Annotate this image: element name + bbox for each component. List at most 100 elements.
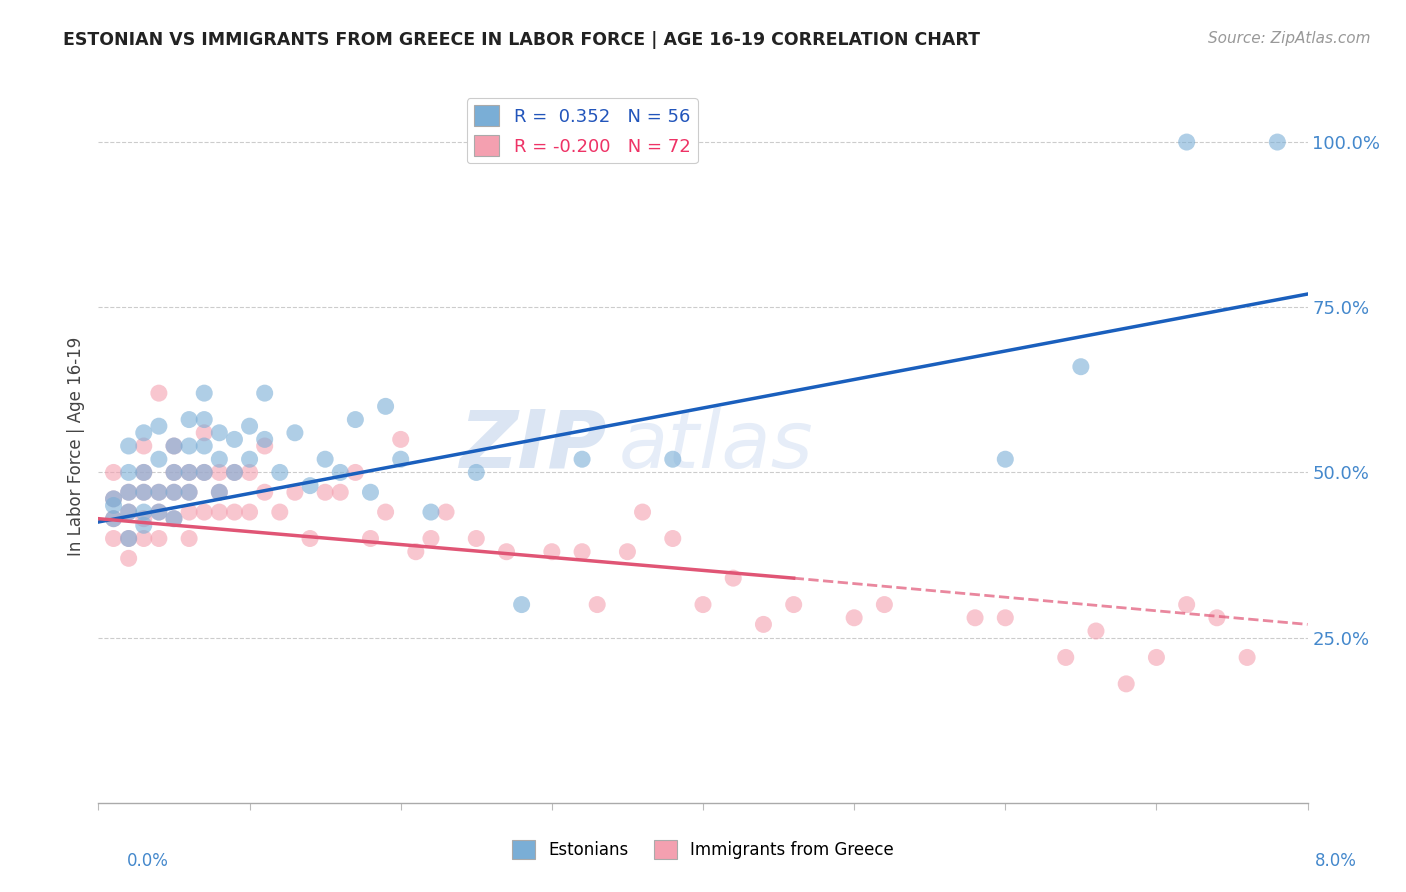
- Point: [873, 598, 896, 612]
- Point: [420, 532, 443, 546]
- Point: [1115, 677, 1137, 691]
- Point: [179, 466, 201, 480]
- Point: [179, 485, 201, 500]
- Point: [118, 551, 141, 566]
- Point: [103, 511, 125, 525]
- Point: [208, 466, 231, 480]
- Point: [374, 400, 396, 414]
- Point: [253, 485, 276, 500]
- Point: [163, 485, 186, 500]
- Text: ZIP: ZIP: [458, 407, 606, 485]
- Point: [148, 505, 170, 519]
- Point: [1175, 598, 1198, 612]
- Point: [118, 439, 141, 453]
- Point: [163, 466, 186, 480]
- Point: [118, 485, 141, 500]
- Point: [163, 485, 186, 500]
- Point: [994, 452, 1017, 467]
- Text: ESTONIAN VS IMMIGRANTS FROM GREECE IN LABOR FORCE | AGE 16-19 CORRELATION CHART: ESTONIAN VS IMMIGRANTS FROM GREECE IN LA…: [63, 31, 980, 49]
- Point: [1146, 650, 1168, 665]
- Point: [224, 505, 246, 519]
- Point: [132, 505, 155, 519]
- Point: [179, 439, 201, 453]
- Point: [284, 485, 307, 500]
- Point: [405, 545, 427, 559]
- Point: [179, 466, 201, 480]
- Point: [420, 505, 443, 519]
- Text: 0.0%: 0.0%: [127, 852, 169, 870]
- Point: [103, 491, 125, 506]
- Point: [510, 598, 533, 612]
- Point: [163, 466, 186, 480]
- Point: [132, 485, 155, 500]
- Point: [253, 439, 276, 453]
- Point: [389, 452, 412, 467]
- Point: [224, 466, 246, 480]
- Point: [752, 617, 775, 632]
- Point: [1175, 135, 1198, 149]
- Point: [118, 532, 141, 546]
- Point: [616, 545, 638, 559]
- Point: [329, 485, 352, 500]
- Point: [103, 499, 125, 513]
- Point: [163, 511, 186, 525]
- Point: [284, 425, 307, 440]
- Point: [103, 491, 125, 506]
- Point: [329, 466, 352, 480]
- Point: [103, 466, 125, 480]
- Point: [208, 425, 231, 440]
- Point: [994, 611, 1017, 625]
- Point: [208, 505, 231, 519]
- Point: [208, 452, 231, 467]
- Point: [132, 439, 155, 453]
- Point: [179, 485, 201, 500]
- Point: [193, 425, 215, 440]
- Point: [540, 545, 562, 559]
- Point: [1070, 359, 1092, 374]
- Y-axis label: In Labor Force | Age 16-19: In Labor Force | Age 16-19: [66, 336, 84, 556]
- Point: [239, 466, 262, 480]
- Point: [723, 571, 745, 585]
- Point: [163, 439, 186, 453]
- Point: [193, 386, 215, 401]
- Point: [344, 412, 367, 426]
- Point: [193, 412, 215, 426]
- Point: [344, 466, 367, 480]
- Point: [208, 485, 231, 500]
- Point: [253, 386, 276, 401]
- Point: [360, 485, 382, 500]
- Point: [148, 419, 170, 434]
- Point: [314, 485, 336, 500]
- Point: [314, 452, 336, 467]
- Point: [253, 433, 276, 447]
- Point: [1054, 650, 1077, 665]
- Point: [179, 532, 201, 546]
- Point: [132, 425, 155, 440]
- Point: [118, 532, 141, 546]
- Point: [1206, 611, 1229, 625]
- Point: [224, 433, 246, 447]
- Point: [299, 478, 322, 492]
- Point: [495, 545, 517, 559]
- Point: [132, 466, 155, 480]
- Point: [208, 485, 231, 500]
- Point: [193, 466, 215, 480]
- Point: [103, 532, 125, 546]
- Point: [118, 505, 141, 519]
- Point: [239, 505, 262, 519]
- Text: Source: ZipAtlas.com: Source: ZipAtlas.com: [1208, 31, 1371, 46]
- Point: [148, 485, 170, 500]
- Point: [132, 511, 155, 525]
- Point: [571, 545, 593, 559]
- Point: [269, 505, 291, 519]
- Point: [1236, 650, 1258, 665]
- Point: [692, 598, 714, 612]
- Text: atlas: atlas: [619, 407, 813, 485]
- Point: [465, 532, 488, 546]
- Point: [299, 532, 322, 546]
- Point: [434, 505, 457, 519]
- Point: [163, 511, 186, 525]
- Point: [631, 505, 654, 519]
- Point: [148, 485, 170, 500]
- Point: [132, 518, 155, 533]
